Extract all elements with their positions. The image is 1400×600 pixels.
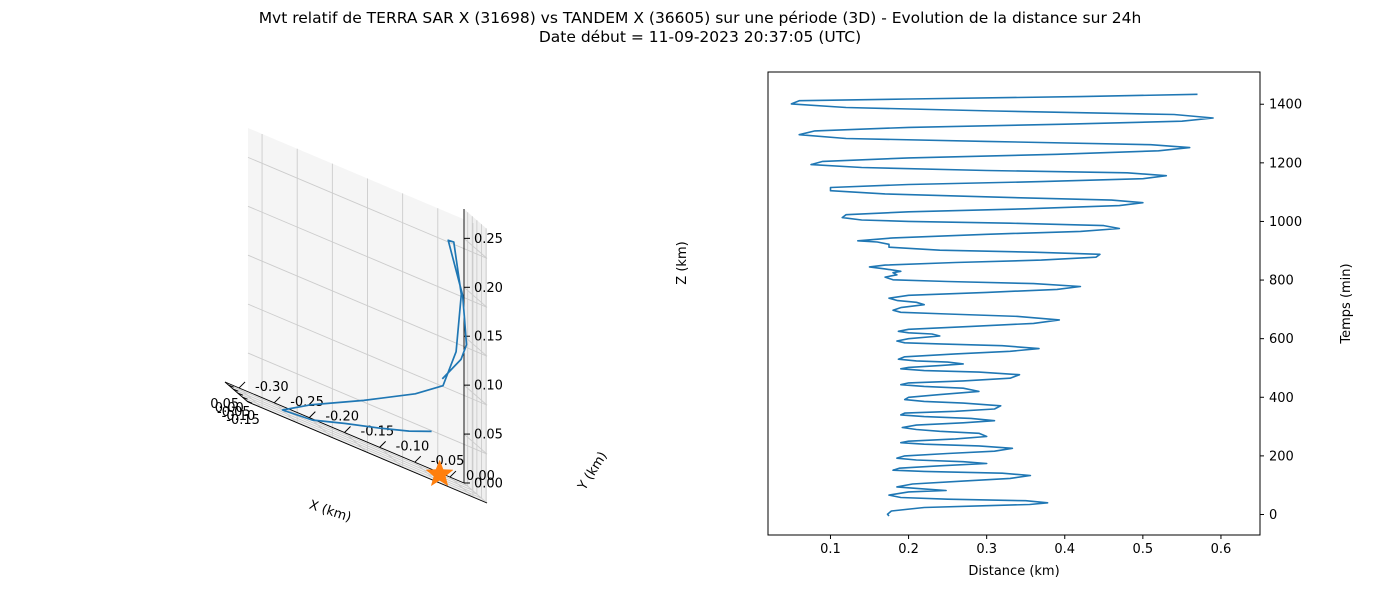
grid-line	[247, 303, 488, 406]
grid-line	[238, 387, 263, 409]
y-tick-label: 1000	[1269, 215, 1302, 230]
distance-series-line	[790, 93, 1214, 517]
y-tick-label: -0.30	[255, 380, 289, 395]
plot-frame	[767, 71, 1261, 536]
grid-line	[344, 432, 368, 453]
y-tick	[414, 455, 422, 463]
y-tick	[273, 396, 281, 404]
z-tick-label: 0.10	[474, 379, 503, 394]
z-tick-label: 0.15	[474, 330, 503, 345]
grid-line	[463, 384, 488, 406]
y-tick-label: 0	[1269, 508, 1277, 523]
x-tick	[242, 396, 248, 400]
y-axis-line-back	[247, 401, 488, 504]
z-tick-label: 0.05	[474, 428, 503, 443]
grid-line	[463, 238, 488, 259]
y-axis-label: Y (km)	[575, 449, 611, 494]
reference-star-marker	[425, 459, 454, 487]
z-tick-label: 0.25	[474, 232, 503, 247]
y-tick-label: -0.20	[325, 410, 359, 425]
figure-title: Mvt relatif de TERRA SAR X (31698) vs TA…	[0, 9, 1400, 47]
x-tick-label: -0.05	[217, 405, 251, 420]
y-tick	[379, 440, 387, 448]
y-tick-label: -0.05	[431, 454, 465, 469]
grid-line	[463, 482, 488, 504]
y-tick-label: -0.10	[396, 439, 430, 454]
x-tick-label: 0.3	[976, 542, 997, 557]
y-tick	[238, 381, 246, 389]
y-tick-label: 0.00	[466, 469, 495, 484]
y-tick-label: 1200	[1269, 156, 1302, 171]
x-tick-label: 0.4	[1054, 542, 1075, 557]
grid-line	[247, 156, 488, 259]
z-tick-label: 0.00	[474, 477, 503, 492]
x-tick	[228, 384, 234, 388]
x-tick	[246, 400, 253, 404]
grid-line	[247, 352, 488, 455]
x-axis-label: Distance (km)	[968, 564, 1059, 579]
grid-line	[247, 254, 488, 357]
grid-line	[379, 447, 403, 468]
x-tick	[237, 392, 244, 396]
x-tick-label: 0.2	[898, 542, 919, 557]
y-tick	[449, 470, 457, 478]
z-axis-label: Z (km)	[675, 241, 690, 284]
y-tick-label: 1400	[1269, 98, 1302, 113]
grid-line	[273, 402, 298, 424]
figure-title-line1: Mvt relatif de TERRA SAR X (31698) vs TA…	[258, 9, 1142, 27]
trajectory-line	[281, 239, 468, 433]
x-tick-label: -0.15	[226, 413, 260, 428]
x-tick-label: 0.5	[1133, 542, 1154, 557]
plot-3d: -0.15-0.10-0.050.000.05-0.30-0.25-0.20-0…	[210, 128, 690, 526]
y-tick-label: 200	[1269, 449, 1294, 464]
grid-line	[463, 433, 488, 455]
x-axis-label: X (km)	[307, 498, 353, 526]
x-tick-label: 0.05	[210, 397, 239, 412]
grid-line	[463, 286, 488, 308]
y-tick-label: 600	[1269, 332, 1294, 347]
grid-line	[309, 417, 333, 438]
z-tick-label: 0.20	[474, 281, 503, 296]
x-tick-label: 0.00	[215, 401, 244, 416]
x-tick-label: 0.6	[1211, 542, 1232, 557]
plot-distance-vs-time: 0.1 0.2 0.3 0.4 0.5 0.6 0 200 400 600 800 1000 1200 1…	[767, 71, 1354, 579]
y-tick-label: 400	[1269, 391, 1294, 406]
grid-line	[247, 205, 488, 308]
x-tick-label: -0.10	[222, 409, 256, 424]
x-tick	[233, 388, 239, 392]
y-tick-label: -0.25	[290, 395, 324, 410]
grid-line	[463, 335, 488, 357]
x-tick-label: 0.1	[820, 542, 841, 557]
y-axis-label: Temps (min)	[1339, 263, 1354, 344]
y-tick	[344, 426, 351, 433]
grid-line	[449, 476, 474, 498]
y-tick-label: 800	[1269, 274, 1294, 289]
y-tick	[308, 411, 316, 419]
figure-title-line2: Date début = 11-09-2023 20:37:05 (UTC)	[538, 28, 862, 46]
